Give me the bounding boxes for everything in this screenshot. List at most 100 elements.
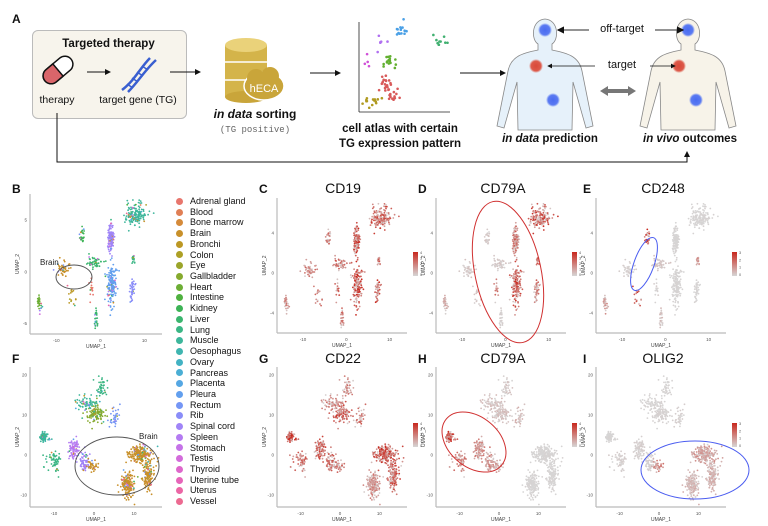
cell-point: [110, 309, 113, 311]
cell-point: [72, 450, 75, 453]
cell-point: [122, 476, 125, 479]
cell-point: [336, 401, 338, 404]
legend-label: Rectum: [190, 399, 222, 410]
cell-point: [83, 454, 86, 457]
cell-point: [702, 203, 705, 205]
cell-point: [469, 262, 472, 265]
cell-point: [337, 401, 340, 403]
cell-point: [113, 305, 115, 308]
cell-point: [52, 269, 55, 271]
cell-point: [50, 451, 53, 454]
cell-point: [95, 464, 97, 467]
cell-point: [335, 397, 337, 400]
cell-point: [655, 285, 658, 287]
cell-point: [131, 215, 134, 218]
cell-point: [344, 394, 347, 397]
cell-point: [377, 257, 380, 260]
cell-point: [318, 457, 321, 460]
cell-point: [339, 264, 341, 267]
cell-point: [497, 294, 500, 296]
cell-point: [515, 258, 518, 261]
cell-point: [84, 469, 87, 472]
cell-point: [360, 294, 363, 297]
cell-point: [148, 489, 151, 492]
legend-item: Uterine tube: [176, 475, 246, 486]
off-target-label: off-target: [592, 23, 652, 35]
cell-point: [542, 222, 545, 225]
cell-point: [501, 259, 504, 262]
cell-point: [89, 462, 92, 465]
cell-point: [355, 314, 357, 316]
cell-point: [356, 270, 358, 272]
cell-point: [340, 317, 342, 320]
cell-point: [498, 264, 500, 267]
cell-point: [106, 273, 108, 276]
cell-point: [95, 402, 98, 405]
cell-point: [382, 450, 385, 452]
cell-point: [146, 458, 149, 460]
cell-point: [126, 479, 129, 482]
cell-point: [131, 451, 134, 453]
cell-point: [144, 478, 147, 481]
cell-point: [89, 410, 91, 413]
cell-point: [123, 478, 125, 480]
cell-point: [361, 286, 363, 289]
cell-point: [146, 490, 149, 493]
legend-item: Bronchi: [176, 239, 246, 250]
cell-point: [84, 409, 86, 411]
cell-point: [353, 304, 356, 307]
cell-point: [133, 503, 136, 506]
cell-point: [139, 212, 142, 215]
cell-point: [77, 443, 79, 446]
legend-swatch: [176, 444, 183, 452]
cell-point: [334, 257, 337, 260]
cell-point: [515, 242, 518, 245]
cell-point: [115, 292, 117, 294]
cell-point: [82, 463, 85, 466]
cell-point: [340, 319, 343, 322]
cell-point: [141, 464, 144, 467]
cell-point: [80, 402, 83, 405]
cell-point: [286, 440, 289, 443]
cell-point: [531, 206, 534, 208]
cell-point: [675, 227, 677, 230]
cell-point: [78, 399, 81, 402]
brain-label-f: Brain: [139, 432, 158, 441]
cell-point: [67, 451, 69, 453]
cell-point: [515, 256, 518, 259]
cell-point: [674, 225, 677, 228]
cell-point: [530, 222, 532, 224]
cell-point: [677, 301, 679, 304]
cell-point: [382, 217, 385, 220]
cell-point: [353, 294, 356, 297]
cell-point: [88, 465, 91, 468]
cell-point: [125, 217, 127, 220]
cell-point: [84, 405, 87, 408]
cell-point: [514, 306, 517, 308]
color-scale-tick: 3: [579, 257, 581, 261]
cell-point: [301, 450, 303, 453]
cell-point: [487, 242, 489, 245]
cell-point: [309, 272, 312, 275]
cell-point: [380, 447, 383, 450]
cell-point: [468, 265, 470, 268]
cell-point: [397, 466, 400, 469]
cell-point: [501, 324, 504, 326]
cell-point: [84, 402, 86, 405]
cell-point: [354, 273, 356, 275]
cell-point: [336, 465, 338, 468]
cell-point: [638, 303, 640, 305]
cell-point: [473, 302, 476, 304]
cell-point: [338, 409, 340, 411]
cell-point: [374, 285, 377, 287]
cell-point: [96, 406, 99, 408]
cell-point: [290, 431, 293, 433]
x-axis-label: UMAP_1: [86, 344, 106, 350]
cell-point: [315, 454, 318, 457]
cell-point: [473, 293, 476, 296]
cell-point: [122, 485, 124, 487]
cell-point: [374, 452, 376, 455]
cell-point: [374, 224, 377, 226]
cell-point: [339, 410, 342, 413]
cell-point: [89, 465, 92, 468]
